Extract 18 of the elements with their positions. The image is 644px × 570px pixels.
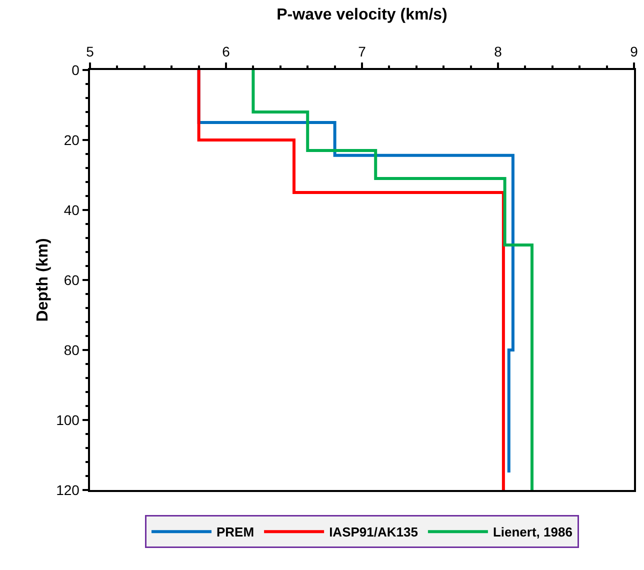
legend-label: PREM: [216, 524, 254, 540]
legend-label: Lienert, 1986: [492, 524, 572, 540]
x-tick-label: 5: [86, 44, 94, 60]
x-tick-label: 9: [630, 44, 638, 60]
legend-label: IASP91/AK135: [329, 524, 418, 540]
y-tick-label: 40: [64, 202, 80, 218]
y-tick-label: 80: [64, 342, 80, 358]
y-tick-label: 60: [64, 272, 80, 288]
x-tick-label: 8: [494, 44, 502, 60]
y-tick-label: 100: [56, 412, 80, 428]
y-tick-label: 20: [64, 132, 80, 148]
x-axis-title: P-wave velocity (km/s): [276, 6, 448, 24]
x-tick-label: 7: [358, 44, 366, 60]
y-tick-label: 0: [72, 62, 80, 78]
x-tick-label: 6: [222, 44, 230, 60]
line-series: [252, 70, 534, 490]
y-axis-title: Depth (km): [34, 238, 52, 322]
y-tick-label: 120: [56, 482, 80, 498]
